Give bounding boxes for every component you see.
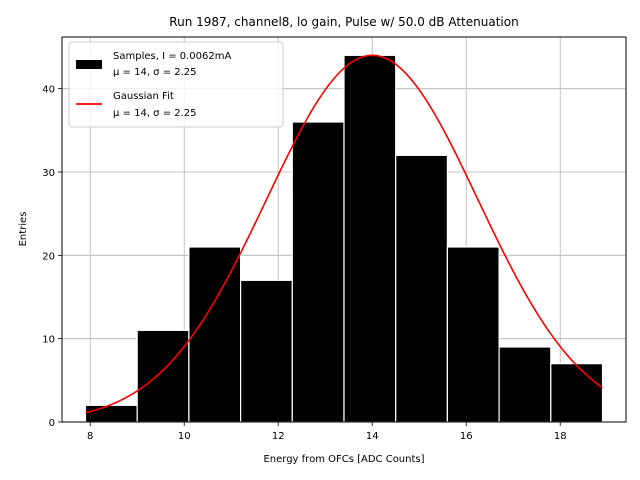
x-axis-label: Energy from OFCs [ADC Counts] bbox=[263, 454, 424, 465]
legend: Samples, I = 0.0062mA μ = 14, σ = 2.25 G… bbox=[68, 41, 284, 128]
histogram-bar bbox=[136, 329, 190, 423]
legend-detail-fit: μ = 14, σ = 2.25 bbox=[113, 108, 197, 119]
histogram-bar bbox=[498, 346, 552, 423]
y-tick-label: 10 bbox=[42, 335, 55, 346]
y-tick-label: 20 bbox=[42, 251, 55, 262]
histogram-bar bbox=[188, 246, 242, 423]
y-tick-label: 40 bbox=[42, 85, 55, 96]
legend-label-samples: Samples, I = 0.0062mA bbox=[113, 51, 231, 62]
chart-title: Run 1987, channel8, lo gain, Pulse w/ 50… bbox=[169, 15, 518, 29]
gaussian-fit bbox=[85, 54, 603, 414]
legend-label-fit: Gaussian Fit bbox=[113, 91, 174, 102]
y-axis-ticks: 0 10 20 30 40 bbox=[42, 85, 62, 429]
y-tick-label: 30 bbox=[42, 168, 55, 179]
y-tick-label: 0 bbox=[49, 418, 55, 429]
x-tick-label: 16 bbox=[460, 431, 473, 442]
histogram-bar bbox=[291, 121, 345, 423]
x-axis-ticks: 8 10 12 14 16 18 bbox=[87, 422, 567, 442]
y-axis-label: Entries bbox=[18, 212, 29, 247]
x-tick-label: 14 bbox=[366, 431, 379, 442]
histogram-bar bbox=[240, 279, 293, 423]
legend-swatch-samples bbox=[76, 60, 102, 69]
histogram-bar bbox=[550, 363, 604, 423]
x-tick-label: 12 bbox=[272, 431, 285, 442]
legend-detail-samples: μ = 14, σ = 2.25 bbox=[113, 67, 197, 78]
x-tick-label: 8 bbox=[87, 431, 93, 442]
plot-frame bbox=[61, 36, 627, 423]
histogram-bar bbox=[343, 54, 397, 423]
legend-box bbox=[68, 41, 284, 128]
x-tick-label: 10 bbox=[178, 431, 191, 442]
histogram-bar bbox=[446, 246, 500, 423]
histogram-bars bbox=[84, 54, 604, 423]
gaussian-fit-curve bbox=[85, 54, 603, 414]
x-tick-label: 18 bbox=[554, 431, 567, 442]
histogram-bar bbox=[84, 404, 138, 423]
histogram-bar bbox=[395, 154, 449, 423]
